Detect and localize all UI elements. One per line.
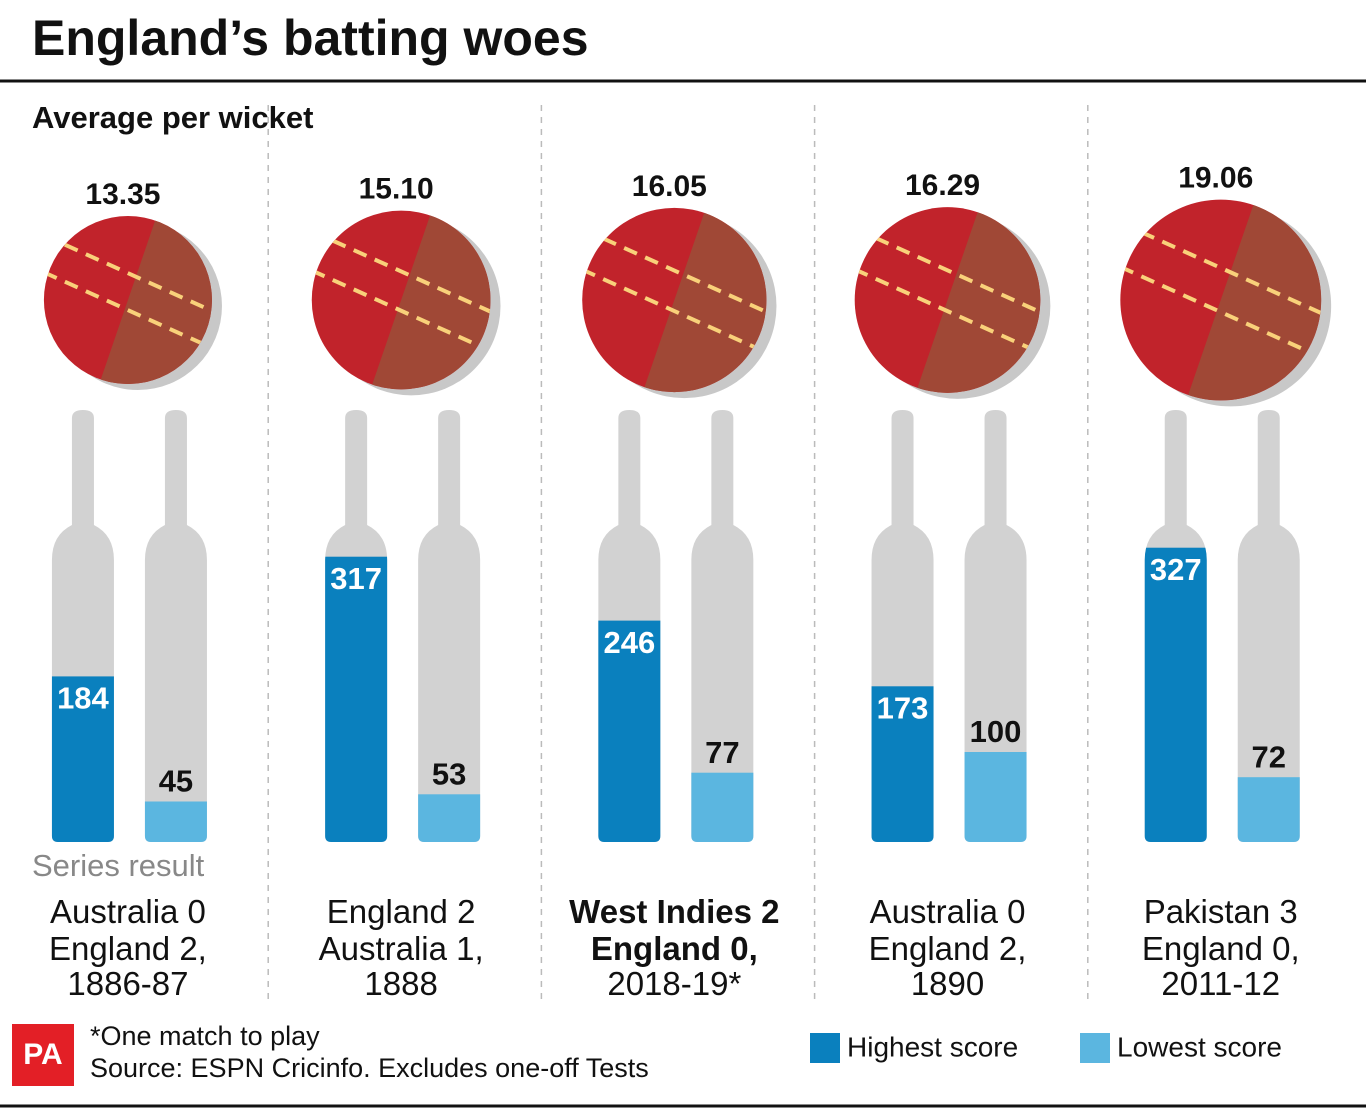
subtitle: Average per wicket [32, 100, 313, 135]
category-label: Australia 0 England 2, [868, 893, 1027, 967]
date-label: 2018-19* [607, 965, 742, 1002]
bat [418, 410, 481, 842]
average-label: 15.10 [359, 173, 434, 206]
category-label: Pakistan 3 England 0, [1141, 893, 1300, 967]
date-label: 2011-12 [1161, 965, 1281, 1002]
category-label: England 2 Australia 1, [318, 893, 484, 967]
legend-swatch [810, 1033, 840, 1063]
average-label: 19.06 [1178, 162, 1253, 195]
bat [1237, 410, 1300, 842]
value-label: 173 [877, 690, 929, 725]
ball [582, 207, 777, 399]
bat [964, 410, 1027, 842]
average-label: 13.35 [85, 178, 160, 211]
ball [311, 210, 501, 396]
value-label: 317 [330, 561, 382, 596]
value-label: 246 [603, 625, 655, 660]
bar [418, 794, 481, 842]
bar [691, 772, 754, 842]
bat [144, 410, 207, 842]
legend-label: Lowest score [1117, 1031, 1282, 1062]
category-label: Australia 0 England 2, [49, 893, 207, 967]
note: *One match to play [90, 1021, 320, 1051]
series-label: Series result [32, 848, 205, 883]
ball [854, 207, 1051, 399]
bar [964, 752, 1027, 842]
value-label: 327 [1150, 552, 1202, 587]
date-label: 1886-87 [67, 965, 189, 1002]
bar [1237, 777, 1300, 842]
bar [144, 801, 207, 842]
value-label: 77 [705, 735, 739, 770]
bar [598, 620, 661, 842]
source: Source: ESPN Cricinfo. Excludes one-off … [90, 1053, 649, 1083]
logo-box [12, 1024, 74, 1086]
value-label: 100 [970, 714, 1022, 749]
ball [43, 215, 222, 391]
date-label: 1890 [910, 965, 985, 1002]
legend-swatch [1080, 1033, 1110, 1063]
bar [1144, 547, 1207, 842]
bar [325, 556, 388, 842]
chart-title: England’s batting woes [32, 10, 589, 66]
legend-label: Highest score [847, 1031, 1018, 1062]
bar [51, 676, 114, 842]
date-label: 1888 [364, 965, 438, 1002]
average-label: 16.29 [905, 169, 980, 202]
logo: PA [23, 1038, 62, 1071]
value-label: 184 [57, 681, 109, 716]
value-label: 72 [1251, 739, 1285, 774]
category-label: West Indies 2 England 0, [569, 893, 780, 967]
bar [871, 686, 934, 842]
ball [1120, 199, 1332, 407]
value-label: 53 [432, 756, 466, 791]
value-label: 45 [159, 764, 193, 799]
bat [691, 410, 754, 842]
average-label: 16.05 [632, 170, 707, 203]
